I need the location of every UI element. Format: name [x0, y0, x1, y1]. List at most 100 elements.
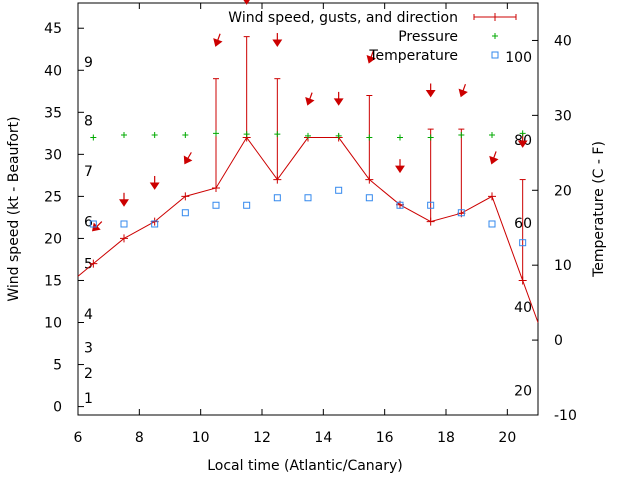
direction-arrow — [489, 151, 499, 165]
pressure-point — [427, 134, 434, 141]
pressure-point — [305, 132, 311, 139]
y2-axis-title: Temperature (C - F) — [591, 141, 607, 278]
beaufort-label: 7 — [84, 164, 93, 180]
direction-arrow — [119, 192, 129, 207]
wind-speed-point — [488, 192, 496, 201]
temperature-point — [273, 194, 281, 202]
temperature-point — [120, 220, 128, 228]
temperature-point — [488, 220, 496, 228]
pressure-point — [121, 132, 127, 139]
wind-speed-point — [181, 192, 190, 201]
legend-entry-label: Pressure — [398, 29, 458, 45]
y2-tick-label: 30 — [554, 108, 572, 124]
beaufort-label: 4 — [84, 307, 93, 323]
beaufort-label: 1 — [84, 391, 93, 407]
temperature-point — [365, 194, 373, 202]
temperature-point — [427, 201, 435, 209]
wind-speed-point — [426, 217, 435, 226]
temperature-point — [457, 209, 465, 217]
pressure-point — [397, 134, 403, 141]
y-tick-label: 15 — [44, 273, 62, 289]
beaufort-label: 8 — [84, 114, 93, 130]
pressure-point — [213, 130, 219, 137]
y-tick-label: 5 — [53, 358, 62, 374]
ticks-layer: 6 8 10 12 14 16 18 20051015202530354045-1001020… — [44, 3, 577, 446]
legend-wind-marker — [473, 13, 517, 21]
direction-arrow — [458, 84, 468, 98]
direction-arrow — [213, 33, 223, 47]
pressure-point — [151, 132, 158, 139]
x-tick-label: 16 — [376, 430, 394, 446]
y-tick-label: 25 — [44, 189, 62, 205]
x-tick-label: 12 — [253, 430, 271, 446]
wind-speed-point — [212, 183, 220, 192]
wind-speed-point — [365, 175, 374, 184]
direction-arrow — [333, 91, 344, 106]
direction-arrow — [366, 50, 376, 64]
beaufort-label: 2 — [84, 366, 93, 382]
legend: Wind speed, gusts, and direction Pressure… — [228, 10, 517, 64]
y-tick-label: 20 — [44, 231, 62, 247]
pressure-point — [335, 132, 342, 139]
y-axis-title: Wind speed (kt - Beaufort) — [6, 116, 22, 301]
y2-tick-label: 10 — [554, 258, 572, 274]
temperature-point — [243, 201, 251, 209]
x-axis-title: Local time (Atlantic/Canary) — [207, 458, 403, 474]
y2-tick-label: 0 — [554, 333, 563, 349]
temperature-point — [89, 220, 97, 228]
wind-speed-point — [518, 276, 527, 285]
beaufort-label: 3 — [84, 341, 93, 357]
y-tick-label: 10 — [44, 316, 62, 332]
legend-entry-label: Wind speed, gusts, and direction — [228, 10, 458, 26]
direction-arrow — [305, 92, 315, 106]
pressure-point — [489, 132, 495, 139]
series-layer — [77, 0, 539, 323]
y2-tick-label: -10 — [554, 408, 577, 424]
temperature-point — [151, 220, 159, 228]
fahrenheit-label: 100 — [505, 50, 532, 66]
direction-arrow — [425, 83, 436, 98]
pressure-point — [243, 131, 250, 138]
legend-temperature-marker — [491, 51, 499, 59]
beaufort-label: 9 — [84, 55, 93, 71]
x-tick-label: 14 — [314, 430, 332, 446]
direction-arrow — [183, 152, 193, 165]
beaufort-label: 5 — [84, 257, 93, 273]
wind-speed-point — [89, 259, 98, 268]
y2-tick-label: 20 — [554, 183, 572, 199]
y-tick-label: 45 — [44, 21, 62, 37]
y-tick-label: 30 — [44, 147, 62, 163]
beaufort-label: 6 — [84, 215, 93, 231]
fahrenheit-label: 40 — [514, 300, 532, 316]
y-tick-label: 35 — [44, 105, 62, 121]
pressure-point — [90, 134, 97, 141]
plot-frame — [77, 2, 539, 416]
y-tick-label: 40 — [44, 63, 62, 79]
pressure-point — [519, 130, 526, 137]
direction-arrow — [395, 159, 405, 174]
pressure-point — [458, 132, 465, 139]
direction-arrow — [243, 0, 250, 5]
y2-tick-label: 40 — [554, 33, 572, 49]
direction-arrow — [272, 33, 283, 47]
wind-speed-line — [77, 136, 539, 323]
temperature-point — [212, 201, 220, 209]
wind-speed-point — [120, 234, 128, 243]
direction-arrow — [149, 175, 160, 190]
x-tick-label: 10 — [192, 430, 210, 446]
pressure-point — [366, 134, 373, 141]
temperature-point — [181, 209, 189, 217]
x-tick-label: 20 — [498, 430, 516, 446]
y-tick-label: 0 — [53, 400, 62, 416]
temperature-point — [519, 239, 527, 247]
x-tick-label: 18 — [437, 430, 455, 446]
wind-speed-point — [273, 175, 282, 184]
x-tick-label: 8 — [135, 430, 144, 446]
temperature-point — [304, 194, 312, 202]
pressure-point — [274, 131, 281, 138]
legend-entry-label: Temperature — [368, 48, 458, 64]
temperature-point — [396, 201, 404, 209]
temperature-point — [335, 186, 343, 194]
pressure-point — [182, 132, 189, 139]
